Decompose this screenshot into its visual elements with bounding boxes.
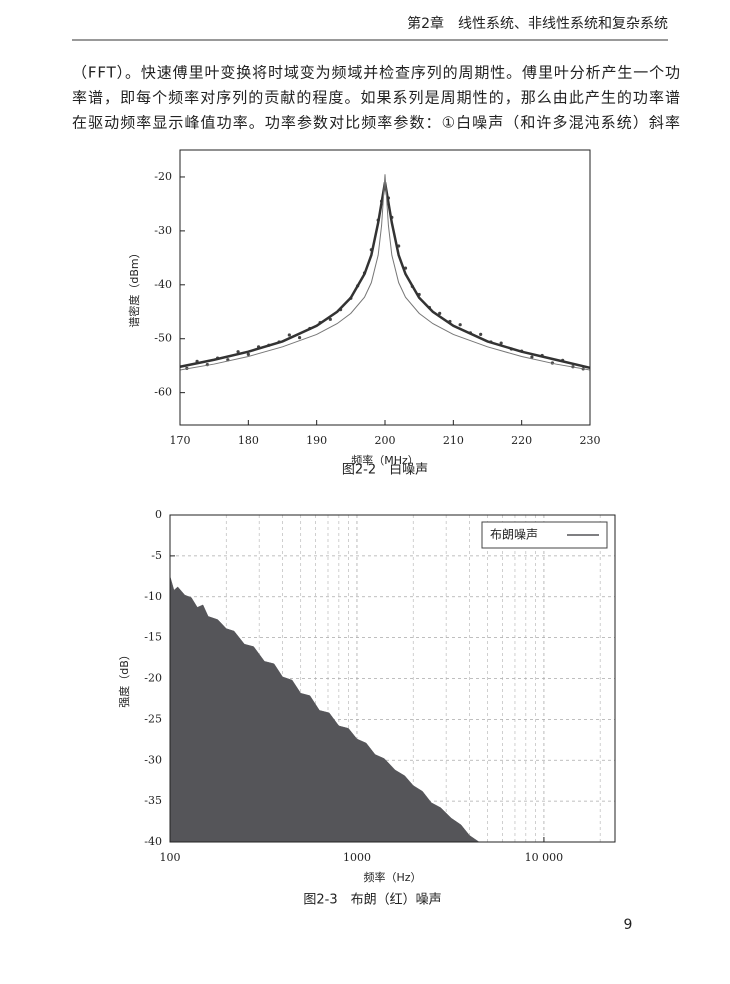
y-axis-label: 强度（dB） [117,649,131,708]
paragraph-line: （FFT）。快速傅里叶变换将时域变为频域并检查序列的周期性。傅里叶分析产生一个功 [72,64,680,82]
x-tick-label: 100 [160,851,181,864]
point [530,355,534,359]
y-tick-label: 0 [155,508,162,521]
figure-caption: 图2-2 白噪声 [342,462,428,478]
y-tick-label: -30 [154,224,172,237]
y-tick-label: -15 [144,631,162,644]
y-tick-label: -25 [144,712,162,725]
point [236,350,240,354]
y-tick-label: -10 [144,590,162,603]
header-title: 第2章 线性系统、非线性系统和复杂系统 [407,15,668,32]
plot-frame [179,149,591,426]
y-tick-label: -60 [154,386,172,399]
point [438,311,442,315]
paragraph-line: 在驱动频率显示峰值功率。功率参数对比频率参数：①白噪声（和许多混沌系统）斜率 [72,114,680,132]
legend-label: 布朗噪声 [490,528,538,542]
line [179,182,591,370]
point [246,352,250,356]
x-tick-label: 1000 [343,851,371,864]
y-tick-label: -40 [154,278,172,291]
point [458,323,462,327]
line [179,174,591,371]
page-number: 9 [624,917,633,933]
y-tick-label: -20 [154,170,172,183]
x-tick-label: 220 [511,434,532,447]
area [169,576,480,843]
y-tick-label: -40 [144,835,162,848]
x-tick-label: 230 [580,434,601,447]
point [287,333,291,337]
figure-caption: 图2-3 布朗（红）噪声 [303,892,441,908]
y-tick-label: -35 [144,794,162,807]
x-axis-label: 频率（Hz） [363,870,421,884]
x-tick-label: 190 [306,434,327,447]
point [328,317,332,321]
point [499,341,503,345]
point [479,332,483,337]
y-tick-label: -30 [144,753,162,766]
x-axis-label: 频率（MHz） [351,453,419,467]
paragraph-line: 率谱，即每个频率对序列的贡献的程度。如果系列是周期性的，那么由此产生的功率谱 [72,89,680,107]
y-tick-label: -50 [154,332,172,345]
plot-frame [169,514,616,843]
x-tick-label: 210 [443,434,464,447]
point [297,336,302,340]
y-tick-label: -20 [144,672,162,685]
x-tick-label: 180 [238,434,259,447]
y-axis-label: 谱密度（dBm） [127,247,141,327]
y-tick-label: -5 [151,549,162,562]
x-tick-label: 200 [375,434,396,447]
x-tick-label: 10 000 [525,851,564,864]
x-tick-label: 170 [170,434,191,447]
